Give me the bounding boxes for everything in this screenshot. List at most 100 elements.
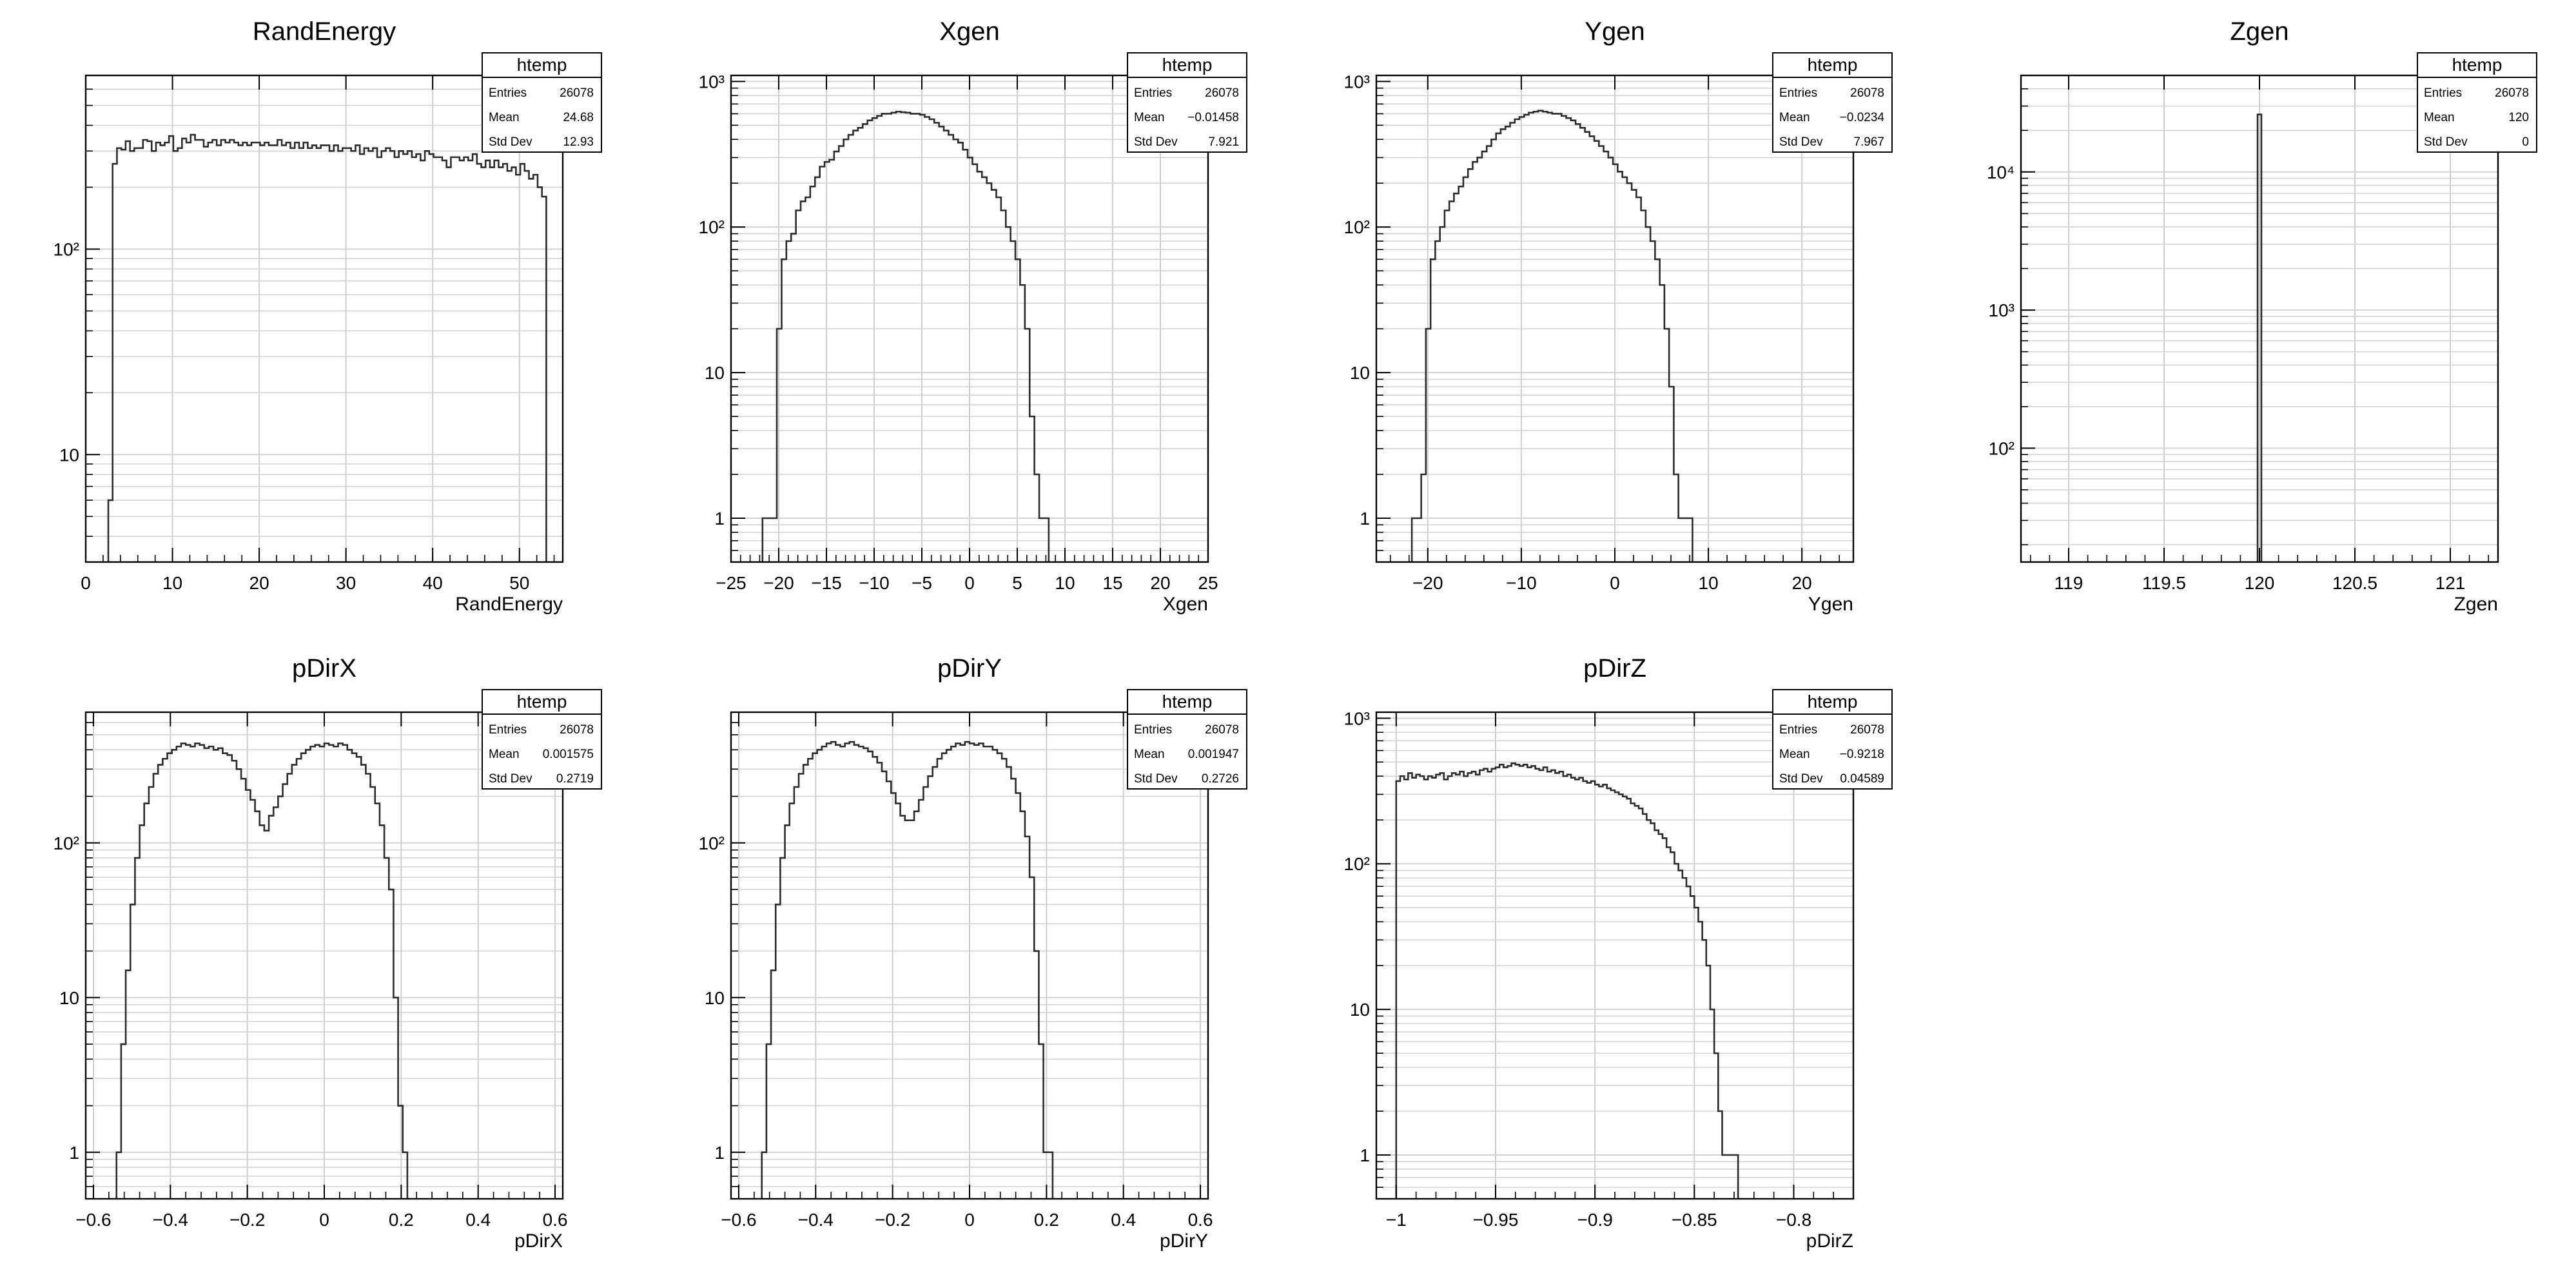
chart-panel-xgen: Xgen −25 −20 −15 −10 −5 0 5 10 15 20 25 1 10 10² 10³ Xge… [699, 17, 1247, 615]
stats-box: htemp Entries 26078 Mean −0.01458 Std Dev 7.92… [1127, 52, 1247, 153]
stats-value: 0 [2522, 135, 2529, 149]
x-axis-label: Ygen [1808, 594, 1853, 615]
stats-box: htemp Entries 26078 Mean 0.001947 Std Dev 0.27… [1127, 689, 1247, 790]
x-tick-label: 0 [964, 1210, 975, 1230]
x-tick-label: −0.95 [1473, 1210, 1519, 1230]
x-tick-label: −0.85 [1672, 1210, 1717, 1230]
stats-box-frame [1772, 52, 1893, 153]
x-tick-label: 15 [1102, 573, 1122, 593]
stats-label: Entries [489, 723, 527, 737]
stats-value: 26078 [560, 723, 594, 737]
x-tick-label: −25 [716, 573, 746, 593]
stats-box-frame [1772, 689, 1893, 790]
stats-box: htemp Entries 26078 Mean 0.001575 Std Dev 0.27… [482, 689, 602, 790]
stats-label: Std Dev [489, 135, 532, 149]
chart-panel-ygen: Ygen −20 −10 0 10 20 1 10 10² 10³ Ygen htemp Entries… [1344, 17, 1893, 615]
x-tick-label: 20 [1150, 573, 1170, 593]
stats-label: Std Dev [1134, 135, 1178, 149]
x-tick-label: 0.4 [1111, 1210, 1136, 1230]
stats-box: htemp Entries 26078 Mean 24.68 Std Dev 12.93 [482, 52, 602, 153]
stats-label: Entries [489, 86, 527, 100]
x-tick-label: −10 [1506, 573, 1537, 593]
stats-label: Entries [1779, 723, 1817, 737]
stats-value: 120 [2508, 111, 2529, 124]
stats-label: Mean [489, 111, 520, 124]
x-tick-label: −0.2 [875, 1210, 910, 1230]
stats-value: 26078 [560, 86, 594, 100]
histogram-line [107, 133, 547, 562]
y-tick-label: 1 [69, 1143, 79, 1163]
stats-label: Std Dev [489, 772, 532, 786]
stats-label: Std Dev [1134, 772, 1178, 786]
chart-panel-pdiry: pDirY −0.6 −0.4 −0.2 0 0.2 0.4 0.6 1 10 10² pDirY ht… [699, 654, 1247, 1252]
x-axis-label: pDirX [514, 1230, 563, 1252]
chart-panel-pdirx: pDirX −0.6 −0.4 −0.2 0 0.2 0.4 0.6 1 10 10² pDirX ht… [54, 654, 602, 1252]
stats-label: Mean [1779, 748, 1810, 761]
chart-panel-randenergy: RandEnergy 0 10 20 30 40 50 10 10² RandEnergy htem… [54, 17, 602, 615]
x-axis-label: Xgen [1163, 594, 1208, 615]
stats-value: −0.01458 [1187, 111, 1239, 124]
stats-value: 0.04589 [1840, 772, 1884, 786]
x-tick-label: −5 [912, 573, 932, 593]
chart-title: pDirZ [1583, 654, 1646, 683]
x-tick-label: −0.2 [229, 1210, 265, 1230]
stats-value: −0.9218 [1840, 748, 1884, 761]
y-tick-label: 10² [1344, 217, 1370, 237]
y-tick-label: 10² [54, 239, 79, 259]
x-axis-label: Zgen [2454, 594, 2498, 615]
x-tick-label: 0.2 [389, 1210, 414, 1230]
chart-title: pDirX [292, 654, 356, 683]
x-tick-label: −10 [859, 573, 890, 593]
histogram-line [761, 741, 1054, 1199]
x-tick-label: 30 [336, 573, 356, 593]
x-tick-label: 120.5 [2332, 573, 2377, 593]
stats-value: 26078 [2495, 86, 2529, 100]
x-tick-label: 0 [81, 573, 91, 593]
x-tick-label: −0.4 [798, 1210, 834, 1230]
x-tick-label: −0.4 [153, 1210, 188, 1230]
stats-name: htemp [1162, 55, 1213, 75]
chart-title: Xgen [939, 17, 999, 46]
x-tick-label: 120 [2245, 573, 2275, 593]
x-axis-label: RandEnergy [455, 594, 563, 615]
x-tick-label: 0.2 [1034, 1210, 1059, 1230]
y-tick-label: 10³ [1344, 72, 1370, 92]
y-tick-label: 10 [705, 363, 725, 383]
stats-value: 0.2726 [1202, 772, 1239, 786]
y-tick-label: 10³ [1989, 300, 2015, 320]
stats-label: Entries [1779, 86, 1817, 100]
x-tick-label: −0.6 [75, 1210, 111, 1230]
stats-label: Mean [489, 748, 520, 761]
stats-name: htemp [517, 55, 567, 75]
histogram-line [2256, 113, 2263, 562]
stats-value: 0.001947 [1188, 748, 1239, 761]
x-tick-label: 119 [2054, 573, 2083, 593]
y-tick-label: 10² [699, 217, 725, 237]
x-tick-label: 121 [2435, 573, 2466, 593]
x-tick-label: 20 [249, 573, 269, 593]
stats-label: Mean [1779, 111, 1810, 124]
histogram-line [1410, 110, 1693, 562]
x-tick-label: 10 [1055, 573, 1075, 593]
x-tick-label: 0.4 [465, 1210, 491, 1230]
stats-box-frame [482, 689, 602, 790]
stats-name: htemp [1808, 55, 1858, 75]
stats-label: Mean [2424, 111, 2455, 124]
x-tick-label: −0.8 [1776, 1210, 1811, 1230]
stats-box-frame [2417, 52, 2537, 153]
stats-label: Std Dev [1779, 135, 1823, 149]
x-tick-label: −15 [811, 573, 842, 593]
x-tick-label: −0.6 [721, 1210, 756, 1230]
y-tick-label: 10 [1350, 363, 1370, 383]
x-tick-label: 50 [509, 573, 529, 593]
plot-frame [84, 74, 564, 563]
stats-value: 26078 [1205, 723, 1239, 737]
chart-panel-zgen: Zgen 119 119.5 120 120.5 121 10² 10³ 10⁴ Zgen htem… [1987, 17, 2537, 615]
y-tick-label: 10² [1989, 438, 2015, 458]
stats-label: Std Dev [2424, 135, 2468, 149]
y-tick-label: 10² [699, 833, 725, 853]
stats-value: 7.967 [1853, 135, 1884, 149]
x-tick-label: −20 [1412, 573, 1443, 593]
x-tick-label: 119.5 [2142, 573, 2186, 593]
stats-value: 0.2719 [556, 772, 594, 786]
